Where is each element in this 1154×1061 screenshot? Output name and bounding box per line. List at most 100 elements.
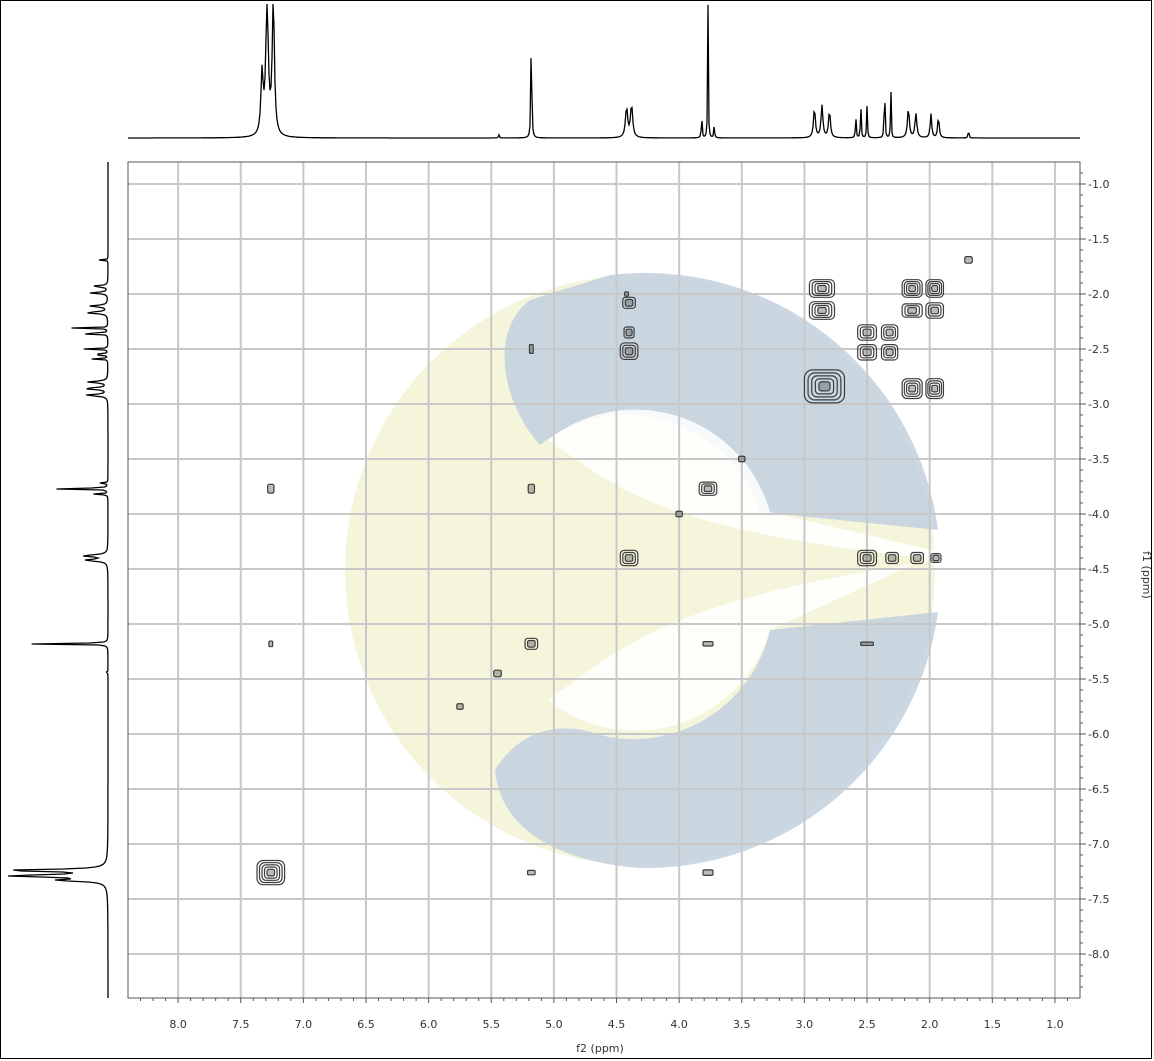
contour-ring	[803, 369, 846, 404]
contour-ring	[811, 281, 833, 296]
cross-peak	[526, 869, 536, 876]
y-axis-label: f1 (ppm)	[1140, 551, 1153, 599]
contour-ring	[880, 324, 899, 341]
contour-ring	[904, 305, 920, 316]
left-projection-spectrum	[7, 162, 109, 998]
contour-ring	[619, 549, 639, 567]
contour-ring	[905, 283, 919, 294]
cross-peak	[528, 344, 534, 355]
contour-ring	[267, 483, 275, 494]
contour-ring	[908, 284, 917, 293]
cross-peak	[901, 378, 923, 400]
contour-ring	[266, 868, 276, 877]
contour-ring	[929, 283, 941, 294]
contour-ring	[901, 279, 923, 298]
y-tick-label: -5.5	[1088, 673, 1109, 686]
contour-ring	[857, 549, 878, 567]
contour-ring	[808, 301, 836, 320]
contour-ring	[930, 306, 940, 315]
contour-ring	[526, 869, 536, 876]
contour-ring	[885, 551, 899, 565]
contour-ring	[862, 554, 872, 562]
contour-ring	[624, 291, 630, 297]
contour-ring	[814, 378, 835, 395]
contour-ring	[493, 669, 502, 678]
cross-peak	[808, 279, 836, 298]
contour-ring	[814, 305, 830, 316]
cross-peak	[623, 326, 635, 339]
contour-ring	[880, 344, 899, 361]
contour-ring	[929, 382, 941, 395]
left-spectrum-trace	[7, 162, 109, 998]
contour-ring	[625, 328, 633, 337]
x-axis-label: f2 (ppm)	[576, 1042, 624, 1055]
contour-ring	[622, 296, 636, 309]
x-tick-label: 8.0	[169, 1018, 187, 1031]
contour-ring	[912, 554, 922, 562]
contour-ring	[698, 481, 718, 496]
y-tick-label: -2.0	[1088, 288, 1109, 301]
contour-ring	[818, 381, 831, 392]
contour-ring	[932, 554, 940, 562]
contour-ring	[903, 281, 921, 296]
cross-peak	[803, 369, 846, 404]
contour-ring	[807, 372, 842, 401]
contour-ring	[456, 703, 464, 710]
contour-ring	[814, 283, 830, 294]
cross-peak	[622, 296, 636, 309]
y-tick-label: -6.5	[1088, 783, 1109, 796]
x-tick-label: 2.0	[921, 1018, 939, 1031]
y-tick-label: -2.5	[1088, 343, 1109, 356]
x-tick-label: 3.5	[733, 1018, 751, 1031]
cross-peak	[675, 510, 683, 518]
contour-ring	[901, 303, 923, 318]
contour-ring	[908, 384, 917, 393]
cross-peak	[619, 342, 639, 361]
contour-ring	[811, 375, 838, 398]
watermark-blue-arc-bottom	[495, 612, 938, 869]
cross-peak	[702, 869, 714, 876]
cross-peak	[619, 549, 639, 567]
contour-ring	[811, 303, 833, 318]
contour-ring	[619, 342, 639, 361]
contour-ring	[258, 862, 283, 884]
contour-ring	[624, 554, 634, 562]
contour-ring	[964, 256, 973, 264]
x-tick-label: 7.0	[295, 1018, 313, 1031]
contour-ring	[528, 344, 534, 355]
x-tick-label: 5.0	[545, 1018, 563, 1031]
x-tick-label: 2.5	[858, 1018, 876, 1031]
y-tick-label: -7.0	[1088, 838, 1109, 851]
contour-ring	[903, 380, 921, 397]
contour-ring	[927, 304, 942, 317]
cross-peak	[901, 279, 923, 298]
contour-ring	[931, 284, 939, 293]
contour-ring	[859, 551, 875, 565]
cross-peak	[624, 291, 630, 297]
contour-ring	[524, 637, 539, 650]
contour-ring	[702, 869, 714, 876]
cross-peak	[964, 256, 973, 264]
contour-ring	[526, 639, 536, 648]
top-projection-spectrum	[128, 3, 1080, 139]
contour-ring	[859, 346, 875, 359]
y-tick-label: -3.5	[1088, 453, 1109, 466]
x-tick-label: 4.5	[608, 1018, 626, 1031]
x-tick-label: 4.0	[670, 1018, 688, 1031]
contour-ring	[927, 281, 943, 296]
contour-ring	[925, 279, 945, 298]
cross-peak	[857, 549, 878, 567]
contour-ring	[808, 279, 836, 298]
contour-ring	[910, 551, 925, 565]
cross-peak	[808, 301, 836, 320]
cross-peak	[857, 344, 878, 361]
x-tick-label: 3.0	[796, 1018, 814, 1031]
contour-ring	[675, 510, 683, 518]
y-axis: -1.0 -1.5 -2.0 -2.5 -3.0 -3.5 -4.0 -4.5 -5.0 -5.5…	[1079, 162, 1109, 998]
contour-ring	[885, 328, 894, 337]
y-tick-label: -3.0	[1088, 398, 1109, 411]
cross-peak	[930, 552, 942, 563]
x-tick-label: 6.5	[357, 1018, 375, 1031]
cross-peak	[493, 669, 502, 678]
y-tick-label: -1.0	[1088, 178, 1109, 191]
